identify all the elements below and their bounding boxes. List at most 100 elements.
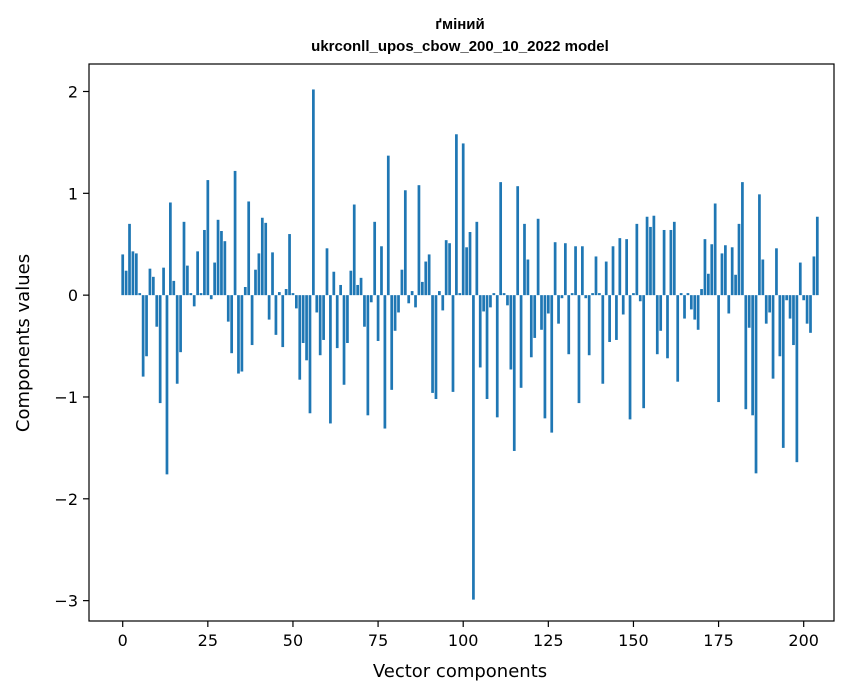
y-tick-label: 2: [68, 82, 78, 101]
bar: [424, 261, 428, 296]
x-axis-label: Vector components: [373, 661, 547, 682]
bar: [121, 254, 125, 296]
bar: [598, 293, 601, 296]
bar: [124, 270, 128, 296]
bar: [645, 216, 649, 296]
bar: [672, 221, 676, 296]
bar: [414, 295, 417, 308]
bar: [611, 246, 615, 296]
bar: [284, 289, 288, 296]
bar: [352, 204, 356, 296]
bar: [380, 246, 383, 296]
bar: [560, 295, 564, 299]
bar: [792, 295, 795, 346]
bar: [260, 217, 264, 296]
bar: [342, 295, 346, 385]
bar: [717, 295, 720, 403]
bar: [407, 295, 411, 304]
bar-series: [121, 89, 819, 600]
bar: [397, 295, 400, 313]
bar: [594, 256, 598, 296]
bar: [223, 241, 227, 296]
bar: [182, 221, 186, 296]
bar: [495, 295, 499, 418]
bar: [403, 190, 407, 296]
bar: [325, 248, 329, 296]
bar: [226, 295, 230, 322]
x-tick-label: 75: [368, 631, 388, 650]
bar: [189, 293, 193, 296]
y-axis-label: Components values: [13, 254, 34, 432]
y-tick-label: −3: [54, 592, 78, 611]
bar: [237, 295, 240, 374]
bar: [727, 295, 731, 314]
bar: [162, 267, 165, 296]
bar: [448, 243, 451, 296]
bar: [516, 186, 520, 296]
bar: [199, 293, 203, 296]
bar: [322, 295, 325, 340]
bar: [815, 216, 819, 296]
bar: [710, 244, 714, 296]
y-tick-label: 1: [68, 184, 78, 203]
bar: [438, 291, 441, 296]
bar: [577, 295, 581, 404]
bar: [638, 295, 642, 302]
bar: [233, 170, 237, 296]
bar: [400, 269, 404, 296]
x-axis-ticks: 0 25 50 75 100 125 150 175 200: [118, 621, 819, 650]
bar: [812, 256, 816, 296]
bar: [298, 295, 302, 380]
bar: [478, 295, 482, 368]
bar: [131, 251, 135, 296]
x-tick-label: 150: [618, 631, 649, 650]
bar: [410, 291, 414, 296]
bar: [427, 254, 431, 296]
bar: [707, 273, 710, 296]
bar: [689, 295, 693, 310]
bar: [155, 295, 159, 327]
bar: [693, 295, 697, 320]
bar: [519, 295, 523, 388]
bar: [591, 293, 594, 296]
bar: [318, 295, 322, 356]
bar: [390, 295, 394, 390]
bar: [771, 295, 775, 379]
bar: [802, 295, 806, 301]
bar: [553, 242, 557, 296]
bar: [625, 239, 628, 296]
bar: [550, 295, 554, 433]
bar: [662, 229, 666, 296]
bar: [179, 295, 182, 353]
bar: [584, 295, 588, 299]
bar: [666, 295, 669, 359]
bar: [652, 215, 656, 296]
bar: [543, 295, 547, 419]
bar: [781, 295, 785, 448]
bar: [434, 295, 438, 400]
bar: [581, 246, 584, 296]
bar: [809, 295, 812, 333]
bar: [209, 295, 213, 300]
x-tick-label: 50: [283, 631, 303, 650]
bar: [339, 284, 342, 296]
bar: [332, 271, 336, 296]
bar: [138, 293, 142, 296]
bar: [151, 276, 155, 296]
bar: [134, 253, 138, 296]
bar: [254, 269, 257, 296]
bar: [369, 295, 373, 303]
bar: [308, 295, 312, 414]
bar: [734, 274, 737, 296]
bar: [386, 155, 390, 296]
bar: [475, 221, 479, 296]
bar: [512, 295, 516, 451]
bar: [506, 295, 509, 306]
bar: [145, 295, 148, 357]
bar: [356, 284, 360, 296]
bar: [312, 89, 315, 296]
bar: [274, 295, 278, 335]
bar: [683, 295, 686, 319]
bar: [451, 295, 455, 392]
bar: [393, 295, 397, 331]
